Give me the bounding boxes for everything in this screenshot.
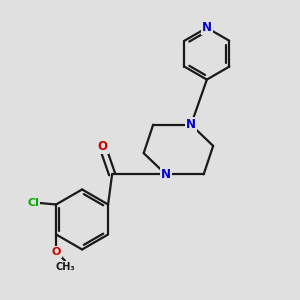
Text: O: O <box>51 247 61 257</box>
Text: Cl: Cl <box>28 198 39 208</box>
Text: O: O <box>98 140 108 153</box>
Text: N: N <box>202 21 212 34</box>
Text: N: N <box>161 168 171 181</box>
Text: CH₃: CH₃ <box>55 262 75 272</box>
Text: N: N <box>186 118 196 131</box>
